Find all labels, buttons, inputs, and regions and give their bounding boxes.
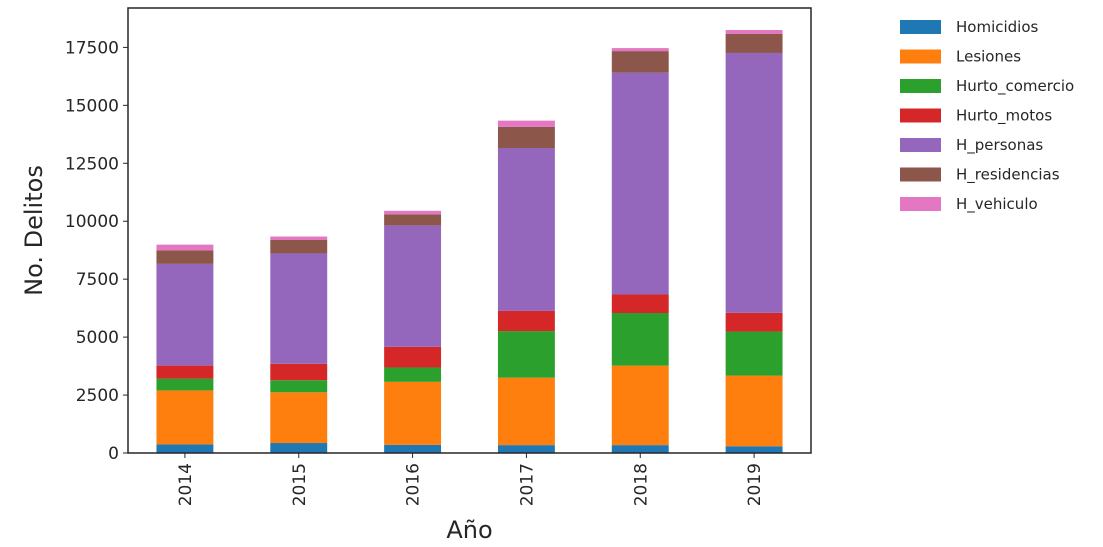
x-tick-label: 2015 — [290, 463, 310, 506]
bar-homicidios-2017 — [497, 445, 555, 453]
legend-label: Hurto_comercio — [956, 77, 1074, 96]
legend-label: Homicidios — [956, 18, 1039, 36]
bar-homicidios-2014 — [156, 444, 214, 453]
bar-lesiones-2016 — [384, 381, 442, 445]
bar-lesiones-2019 — [725, 375, 783, 447]
legend-label: H_residencias — [956, 166, 1060, 185]
bar-h-personas-2014 — [156, 263, 214, 366]
x-axis-ticks: 2014 2015 2016 2017 2018 2019 — [176, 453, 765, 506]
legend-swatch — [900, 197, 941, 211]
bar-hurto-comercio-2017 — [497, 331, 555, 378]
bar-h-residencias-2014 — [156, 250, 214, 264]
y-axis-label: No. Delitos — [20, 165, 48, 296]
y-tick-label: 2500 — [76, 386, 119, 406]
legend: Homicidios Lesiones Hurto_comercio Hurto_mo… — [900, 18, 1074, 214]
bar-hurto-motos-2017 — [497, 310, 555, 332]
y-tick-label: 0 — [108, 444, 119, 464]
x-axis-label: Año — [446, 516, 492, 544]
x-tick-label: 2018 — [631, 463, 651, 506]
bar-h-residencias-2016 — [384, 214, 442, 226]
legend-label: Lesiones — [956, 48, 1021, 66]
bar-h-personas-2015 — [270, 253, 328, 364]
bar-hurto-comercio-2014 — [156, 378, 214, 391]
bar-h-personas-2016 — [384, 225, 442, 347]
bar-lesiones-2017 — [497, 377, 555, 446]
bar-lesiones-2018 — [611, 365, 669, 446]
legend-swatch — [900, 138, 941, 152]
bar-hurto-comercio-2015 — [270, 380, 328, 393]
bar-h-personas-2017 — [497, 147, 555, 311]
bar-hurto-motos-2018 — [611, 294, 669, 314]
plot-frame — [127, 7, 812, 454]
y-axis-ticks: 0 2500 5000 7500 10000 12500 15000 17500 — [65, 38, 128, 464]
y-tick-label: 15000 — [65, 96, 119, 116]
bar-homicidios-2019 — [725, 446, 783, 453]
x-tick-label: 2019 — [745, 463, 765, 506]
legend-swatch — [900, 108, 941, 123]
bar-h-vehiculo-2016 — [384, 210, 442, 215]
bar-lesiones-2015 — [270, 392, 328, 444]
bar-h-personas-2018 — [611, 72, 669, 295]
bar-hurto-motos-2019 — [725, 312, 783, 332]
bar-h-residencias-2018 — [611, 51, 669, 73]
bar-h-residencias-2015 — [270, 240, 328, 254]
bar-hurto-comercio-2019 — [725, 331, 783, 376]
bar-h-residencias-2019 — [725, 33, 783, 53]
y-tick-label: 17500 — [65, 38, 119, 58]
y-tick-label: 12500 — [65, 154, 119, 174]
y-tick-label: 7500 — [76, 270, 119, 290]
bar-lesiones-2014 — [156, 390, 214, 445]
bar-h-vehiculo-2017 — [497, 120, 555, 127]
x-tick-label: 2017 — [517, 463, 537, 506]
bar-h-vehiculo-2014 — [156, 244, 214, 251]
x-tick-label: 2014 — [176, 463, 196, 506]
legend-swatch — [900, 79, 941, 93]
bar-homicidios-2016 — [384, 444, 442, 453]
legend-swatch — [900, 20, 941, 34]
bar-hurto-comercio-2016 — [384, 367, 442, 382]
bar-hurto-motos-2016 — [384, 346, 442, 368]
bar-hurto-motos-2015 — [270, 363, 328, 381]
bar-homicidios-2015 — [270, 443, 328, 453]
bar-hurto-comercio-2018 — [611, 313, 669, 366]
legend-label: Hurto_motos — [956, 107, 1052, 126]
legend-label: H_personas — [956, 136, 1043, 155]
legend-swatch — [900, 49, 941, 64]
bar-h-vehiculo-2018 — [611, 48, 669, 52]
y-tick-label: 10000 — [65, 212, 119, 232]
bar-h-personas-2019 — [725, 52, 783, 313]
y-tick-label: 5000 — [76, 328, 119, 348]
bar-hurto-motos-2014 — [156, 365, 214, 379]
bar-h-vehiculo-2015 — [270, 236, 328, 241]
legend-swatch — [900, 167, 941, 182]
bar-homicidios-2018 — [611, 445, 669, 453]
bar-h-residencias-2017 — [497, 126, 555, 148]
bar-h-vehiculo-2019 — [725, 30, 783, 34]
legend-label: H_vehiculo — [956, 195, 1038, 214]
bars-group — [156, 30, 783, 453]
x-tick-label: 2016 — [404, 463, 424, 506]
